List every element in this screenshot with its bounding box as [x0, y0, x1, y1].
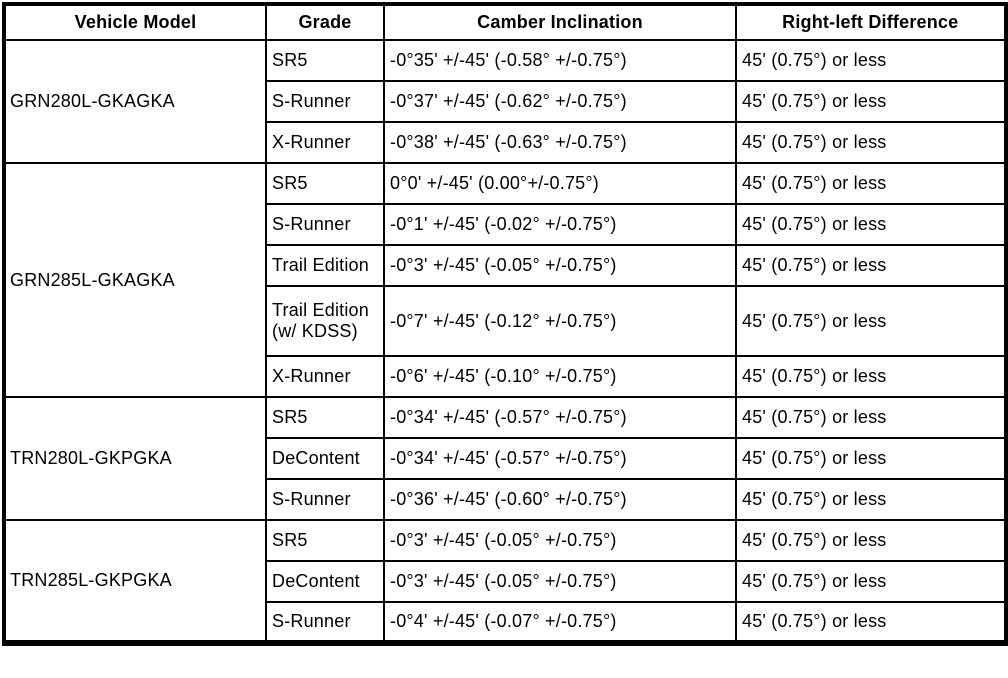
grade-cell: SR5 [265, 39, 385, 82]
header-cell-right-left-difference: Right-left Difference [735, 3, 1007, 41]
difference-cell: 45' (0.75°) or less [735, 39, 1007, 82]
model-cell: GRN280L-GKAGKA [3, 39, 267, 164]
grade-cell: Trail Edition [265, 244, 385, 287]
difference-cell: 45' (0.75°) or less [735, 601, 1007, 644]
difference-cell: 45' (0.75°) or less [735, 244, 1007, 287]
grade-cell: DeContent [265, 560, 385, 603]
camber-cell: -0°34' +/-45' (-0.57° +/-0.75°) [383, 437, 737, 480]
grade-cell: X-Runner [265, 121, 385, 164]
camber-cell: -0°36' +/-45' (-0.60° +/-0.75°) [383, 478, 737, 521]
model-cell: TRN280L-GKPGKA [3, 396, 267, 521]
camber-cell: -0°38' +/-45' (-0.63° +/-0.75°) [383, 121, 737, 164]
camber-cell: 0°0' +/-45' (0.00°+/-0.75°) [383, 162, 737, 205]
table-row: S-Runner -0°1' +/-45' (-0.02° +/-0.75°) … [4, 203, 1007, 246]
table-row: TRN280L-GKPGKA SR5 -0°34' +/-45' (-0.57°… [3, 396, 1007, 521]
table-row: S-Runner -0°4' +/-45' (-0.07° +/-0.75°) … [4, 601, 1007, 644]
header-row: Vehicle Model Grade Camber Inclination R… [3, 3, 1007, 41]
grade-cell: SR5 [265, 519, 385, 562]
model-cell: TRN285L-GKPGKA [3, 519, 267, 644]
difference-cell: 45' (0.75°) or less [735, 396, 1007, 439]
camber-cell: -0°3' +/-45' (-0.05° +/-0.75°) [383, 560, 737, 603]
header-cell-vehicle-model: Vehicle Model [3, 3, 267, 41]
model-cell: GRN285L-GKAGKA [3, 162, 267, 398]
header-cell-grade: Grade [265, 3, 385, 41]
table-row: S-Runner -0°36' +/-45' (-0.60° +/-0.75°)… [4, 478, 1007, 521]
grade-cell: X-Runner [265, 355, 385, 398]
table-row: S-Runner -0°37' +/-45' (-0.62° +/-0.75°)… [4, 80, 1007, 123]
grade-cell: DeContent [265, 437, 385, 480]
table-row: X-Runner -0°38' +/-45' (-0.63° +/-0.75°)… [4, 121, 1007, 164]
grade-cell: Trail Edition (w/ KDSS) [265, 285, 385, 357]
table-row: DeContent -0°34' +/-45' (-0.57° +/-0.75°… [4, 437, 1007, 480]
table-row: DeContent -0°3' +/-45' (-0.05° +/-0.75°)… [4, 560, 1007, 603]
camber-cell: -0°3' +/-45' (-0.05° +/-0.75°) [383, 519, 737, 562]
camber-cell: -0°35' +/-45' (-0.58° +/-0.75°) [383, 39, 737, 82]
table-row: GRN280L-GKAGKA SR5 -0°35' +/-45' (-0.58°… [3, 39, 1007, 164]
camber-cell: -0°7' +/-45' (-0.12° +/-0.75°) [383, 285, 737, 357]
difference-cell: 45' (0.75°) or less [735, 560, 1007, 603]
difference-cell: 45' (0.75°) or less [735, 162, 1007, 205]
difference-cell: 45' (0.75°) or less [735, 519, 1007, 562]
camber-cell: -0°6' +/-45' (-0.10° +/-0.75°) [383, 355, 737, 398]
difference-cell: 45' (0.75°) or less [735, 285, 1007, 357]
table-row: X-Runner -0°6' +/-45' (-0.10° +/-0.75°) … [4, 355, 1007, 398]
difference-cell: 45' (0.75°) or less [735, 355, 1007, 398]
difference-cell: 45' (0.75°) or less [735, 203, 1007, 246]
camber-cell: -0°4' +/-45' (-0.07° +/-0.75°) [383, 601, 737, 644]
grade-cell: SR5 [265, 396, 385, 439]
table-row: Trail Edition -0°3' +/-45' (-0.05° +/-0.… [4, 244, 1007, 287]
camber-cell: -0°3' +/-45' (-0.05° +/-0.75°) [383, 244, 737, 287]
table-row: GRN285L-GKAGKA SR5 0°0' +/-45' (0.00°+/-… [3, 162, 1007, 398]
camber-cell: -0°34' +/-45' (-0.57° +/-0.75°) [383, 396, 737, 439]
grade-cell: SR5 [265, 162, 385, 205]
difference-cell: 45' (0.75°) or less [735, 121, 1007, 164]
grade-cell: S-Runner [265, 80, 385, 123]
grade-cell: S-Runner [265, 203, 385, 246]
camber-cell: -0°1' +/-45' (-0.02° +/-0.75°) [383, 203, 737, 246]
grade-cell: S-Runner [265, 478, 385, 521]
table-row: TRN285L-GKPGKA SR5 -0°3' +/-45' (-0.05° … [3, 519, 1007, 644]
difference-cell: 45' (0.75°) or less [735, 80, 1007, 123]
table-row: Trail Edition (w/ KDSS) -0°7' +/-45' (-0… [4, 285, 1007, 357]
difference-cell: 45' (0.75°) or less [735, 478, 1007, 521]
grade-cell: S-Runner [265, 601, 385, 644]
difference-cell: 45' (0.75°) or less [735, 437, 1007, 480]
camber-specification-table: Vehicle Model Grade Camber Inclination R… [2, 2, 1008, 646]
header-cell-camber-inclination: Camber Inclination [383, 3, 737, 41]
camber-cell: -0°37' +/-45' (-0.62° +/-0.75°) [383, 80, 737, 123]
